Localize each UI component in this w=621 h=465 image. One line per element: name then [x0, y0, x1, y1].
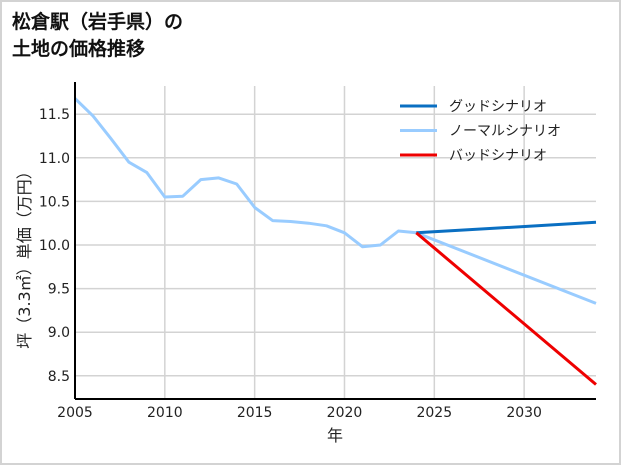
x-tick-label: 2020: [327, 405, 363, 421]
chart-title: 松倉駅（岩手県）の 土地の価格推移: [12, 9, 183, 63]
y-axis-ticks: 8.5 9.0 9.5 10.0 10.5 11.0 11.5: [39, 107, 70, 385]
legend-label: グッドシナリオ: [449, 99, 547, 115]
grid-lines: [74, 86, 596, 399]
x-tick-label: 2015: [237, 405, 273, 421]
legend-label: バッドシナリオ: [449, 148, 547, 164]
series-line-0: [416, 220, 597, 235]
x-tick-label: 2010: [147, 405, 183, 421]
chart-title-line-2: 土地の価格推移: [12, 38, 146, 60]
x-tick-label: 2030: [506, 405, 542, 421]
x-axis-ticks: 2005 2010 2015 2020 2025 2030: [57, 405, 542, 421]
x-tick-label: 2005: [57, 405, 93, 421]
x-tick-label: 2025: [416, 405, 452, 421]
y-tick-label: 11.5: [39, 107, 70, 123]
y-tick-label: 11.0: [39, 151, 70, 167]
y-tick-label: 9.0: [48, 325, 70, 341]
series-lines: [73, 97, 597, 386]
y-tick-label: 8.5: [48, 369, 70, 385]
y-tick-label: 10.0: [39, 238, 70, 254]
y-axis-label: 坪（3.3㎡）単価（万円）: [15, 163, 34, 348]
y-tick-label: 10.5: [39, 194, 70, 210]
legend-label: ノーマルシナリオ: [449, 124, 561, 140]
y-tick-label: 9.5: [48, 282, 70, 298]
axes: [74, 82, 596, 400]
series-line-1: [73, 97, 597, 305]
chart-title-line-1: 松倉駅（岩手県）の: [12, 11, 184, 33]
x-axis-label: 年: [327, 426, 343, 445]
series-line-2: [415, 231, 597, 386]
